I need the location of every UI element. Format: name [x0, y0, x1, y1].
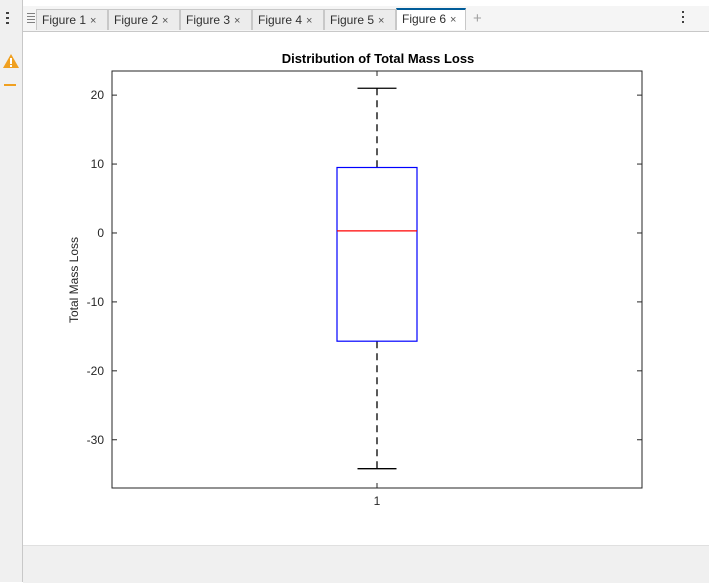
- left-side-strip: [0, 0, 23, 582]
- add-tab-button[interactable]: +: [473, 10, 482, 27]
- figure-tab-bar: Figure 1 × Figure 2 × Figure 3 × Figure 4 × …: [23, 6, 709, 32]
- warning-icon[interactable]: [2, 53, 20, 69]
- y-tick-label: -30: [87, 433, 105, 447]
- tab-label: Figure 5: [330, 13, 375, 27]
- tab-label: Figure 4: [258, 13, 303, 27]
- tab-close-icon[interactable]: ×: [90, 15, 97, 27]
- interquartile-box: [336, 166, 418, 342]
- chart-title: Distribution of Total Mass Loss: [282, 51, 475, 66]
- y-axis-ticks: 20 10 0 -10 -20 -30: [87, 88, 642, 447]
- tab-figure-3[interactable]: Figure 3 ×: [180, 9, 252, 30]
- y-tick-label: 20: [91, 88, 105, 102]
- tab-list-icon[interactable]: [27, 13, 35, 23]
- y-tick-label: 10: [91, 157, 105, 171]
- more-options-icon[interactable]: [682, 11, 686, 25]
- bottom-panel: [23, 545, 709, 583]
- warning-indicator-dash: [4, 84, 16, 86]
- y-axis-label: Total Mass Loss: [67, 237, 81, 323]
- x-tick-label: 1: [374, 494, 381, 508]
- tab-figure-1[interactable]: Figure 1 ×: [36, 9, 108, 30]
- boxplot-chart: Distribution of Total Mass Loss Total Ma…: [67, 51, 643, 508]
- tab-figure-2[interactable]: Figure 2 ×: [108, 9, 180, 30]
- tab-close-icon[interactable]: ×: [306, 15, 313, 27]
- tab-figure-6[interactable]: Figure 6 ×: [396, 8, 466, 30]
- y-tick-label: -10: [87, 295, 105, 309]
- tab-close-icon[interactable]: ×: [234, 15, 241, 27]
- tab-label: Figure 6: [402, 12, 447, 26]
- tab-figure-4[interactable]: Figure 4 ×: [252, 9, 324, 30]
- x-axis-ticks: 1: [374, 71, 381, 508]
- tab-close-icon[interactable]: ×: [378, 15, 385, 27]
- tab-label: Figure 2: [114, 13, 159, 27]
- figure-canvas: Distribution of Total Mass Loss Total Ma…: [23, 32, 709, 545]
- tab-label: Figure 1: [42, 13, 87, 27]
- box-group: [336, 87, 418, 470]
- tab-close-icon[interactable]: ×: [450, 14, 457, 26]
- y-tick-label: 0: [97, 226, 104, 240]
- tab-label: Figure 3: [186, 13, 231, 27]
- y-tick-label: -20: [87, 364, 105, 378]
- vertical-menu-icon[interactable]: [6, 12, 9, 24]
- tab-close-icon[interactable]: ×: [162, 15, 169, 27]
- tab-figure-5[interactable]: Figure 5 ×: [324, 9, 396, 30]
